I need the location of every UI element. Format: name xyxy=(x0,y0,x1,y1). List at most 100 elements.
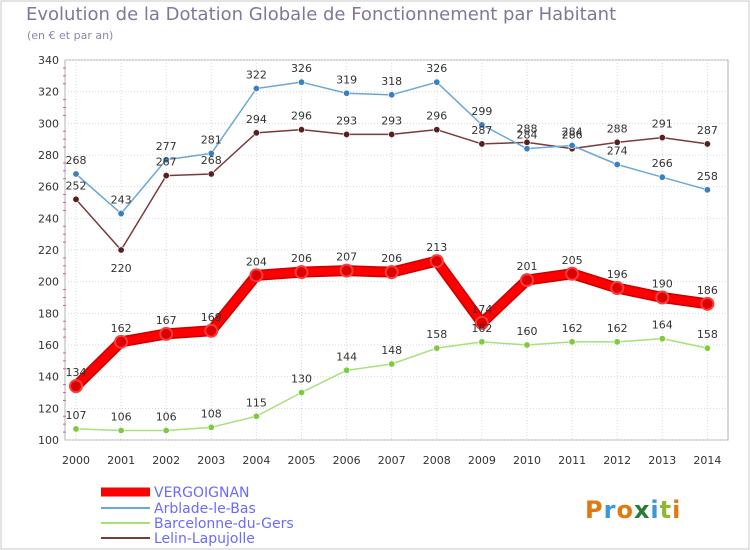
data-point xyxy=(613,138,621,146)
data-point xyxy=(249,268,264,283)
data-label: 148 xyxy=(381,344,402,357)
data-label: 201 xyxy=(517,260,538,273)
data-point xyxy=(114,334,129,349)
data-point xyxy=(655,290,670,305)
data-label: 288 xyxy=(517,122,538,135)
data-point xyxy=(297,126,305,134)
data-label: 106 xyxy=(156,411,177,424)
data-point xyxy=(610,281,625,295)
data-point xyxy=(297,78,305,86)
data-labels: 268 243 277 281 322 326 319 318 326 299 284 284 274 2… xyxy=(66,62,718,423)
data-label: 284 xyxy=(517,129,538,142)
data-label: 206 xyxy=(291,252,312,265)
data-point xyxy=(565,266,580,281)
data-point xyxy=(159,326,174,341)
data-point xyxy=(294,265,309,280)
data-point xyxy=(162,156,170,164)
y-tick-label: 240 xyxy=(38,212,59,225)
data-point xyxy=(162,172,170,180)
x-tick-label: 2014 xyxy=(693,454,721,467)
x-tick-label: 2004 xyxy=(242,454,270,467)
data-point xyxy=(72,425,80,433)
data-point xyxy=(252,412,260,420)
data-label: 220 xyxy=(111,262,132,275)
legend-label: Barcelonne-du-Gers xyxy=(154,516,294,532)
data-label: 258 xyxy=(697,170,718,183)
y-tick-label: 300 xyxy=(38,117,59,130)
data-label: 106 xyxy=(111,411,132,424)
data-point xyxy=(474,315,489,330)
data-point xyxy=(343,89,351,97)
y-tick-label: 280 xyxy=(38,149,59,162)
data-label: 252 xyxy=(66,179,87,192)
data-label: 160 xyxy=(517,325,538,338)
data-label: 288 xyxy=(607,122,628,135)
data-label: 277 xyxy=(156,140,177,153)
data-point xyxy=(703,344,711,352)
data-point xyxy=(613,338,621,346)
data-label: 164 xyxy=(652,319,673,332)
data-point xyxy=(658,335,666,343)
x-tick-label: 2009 xyxy=(468,454,496,467)
data-label: 167 xyxy=(156,314,177,327)
data-label: 326 xyxy=(291,62,312,75)
data-point xyxy=(429,254,444,269)
data-point xyxy=(433,78,441,86)
x-tick-label: 2010 xyxy=(513,454,541,467)
data-label: 294 xyxy=(246,113,267,126)
legend: VERGOIGNANArblade-le-BasBarcelonne-du-Ge… xyxy=(101,485,294,547)
y-tick-label: 140 xyxy=(38,371,59,384)
x-tick-label: 2005 xyxy=(288,454,316,467)
x-tick-label: 2012 xyxy=(603,454,631,467)
series-points xyxy=(69,78,715,434)
y-tick-label: 260 xyxy=(38,181,59,194)
data-label: 318 xyxy=(381,75,402,88)
data-point xyxy=(117,246,125,254)
data-label: 274 xyxy=(607,145,628,158)
x-tick-labels: 2000 2001 2002 2003 2004 2005 2006 2007 2008 2009… xyxy=(62,454,721,467)
data-point xyxy=(703,140,711,148)
data-point xyxy=(252,85,260,93)
data-point xyxy=(207,423,215,431)
data-label: 213 xyxy=(426,241,447,254)
data-point xyxy=(117,210,125,218)
x-tick-label: 2007 xyxy=(378,454,406,467)
data-label: 287 xyxy=(697,124,718,137)
data-label: 267 xyxy=(156,156,177,169)
data-point xyxy=(343,366,351,374)
data-label: 162 xyxy=(562,322,583,335)
data-point xyxy=(613,161,621,169)
data-point xyxy=(297,388,305,396)
data-point xyxy=(433,344,441,352)
x-tick-label: 2013 xyxy=(648,454,676,467)
data-label: 326 xyxy=(426,62,447,75)
legend-label: VERGOIGNAN xyxy=(154,485,250,501)
data-label: 243 xyxy=(111,194,132,207)
data-label: 204 xyxy=(246,255,267,268)
data-point xyxy=(384,265,399,280)
data-point xyxy=(700,296,715,311)
data-point xyxy=(433,126,441,134)
data-label: 196 xyxy=(607,268,628,281)
data-label: 186 xyxy=(697,284,718,297)
data-point xyxy=(339,263,354,278)
data-label: 207 xyxy=(336,251,357,264)
y-tick-label: 160 xyxy=(38,339,59,352)
data-label: 287 xyxy=(471,124,492,137)
data-label: 162 xyxy=(471,322,492,335)
data-label: 281 xyxy=(201,133,222,146)
data-label: 205 xyxy=(562,254,583,267)
data-label: 108 xyxy=(201,407,222,420)
data-label: 107 xyxy=(66,409,87,422)
data-label: 322 xyxy=(246,69,267,82)
x-tick-label: 2006 xyxy=(333,454,361,467)
proxiti-logo: Proxiti xyxy=(585,496,680,524)
data-label: 268 xyxy=(201,154,222,167)
data-point xyxy=(204,323,219,338)
data-point xyxy=(703,186,711,194)
data-label: 286 xyxy=(562,129,583,142)
data-label: 266 xyxy=(652,157,673,170)
data-label: 291 xyxy=(652,118,673,131)
